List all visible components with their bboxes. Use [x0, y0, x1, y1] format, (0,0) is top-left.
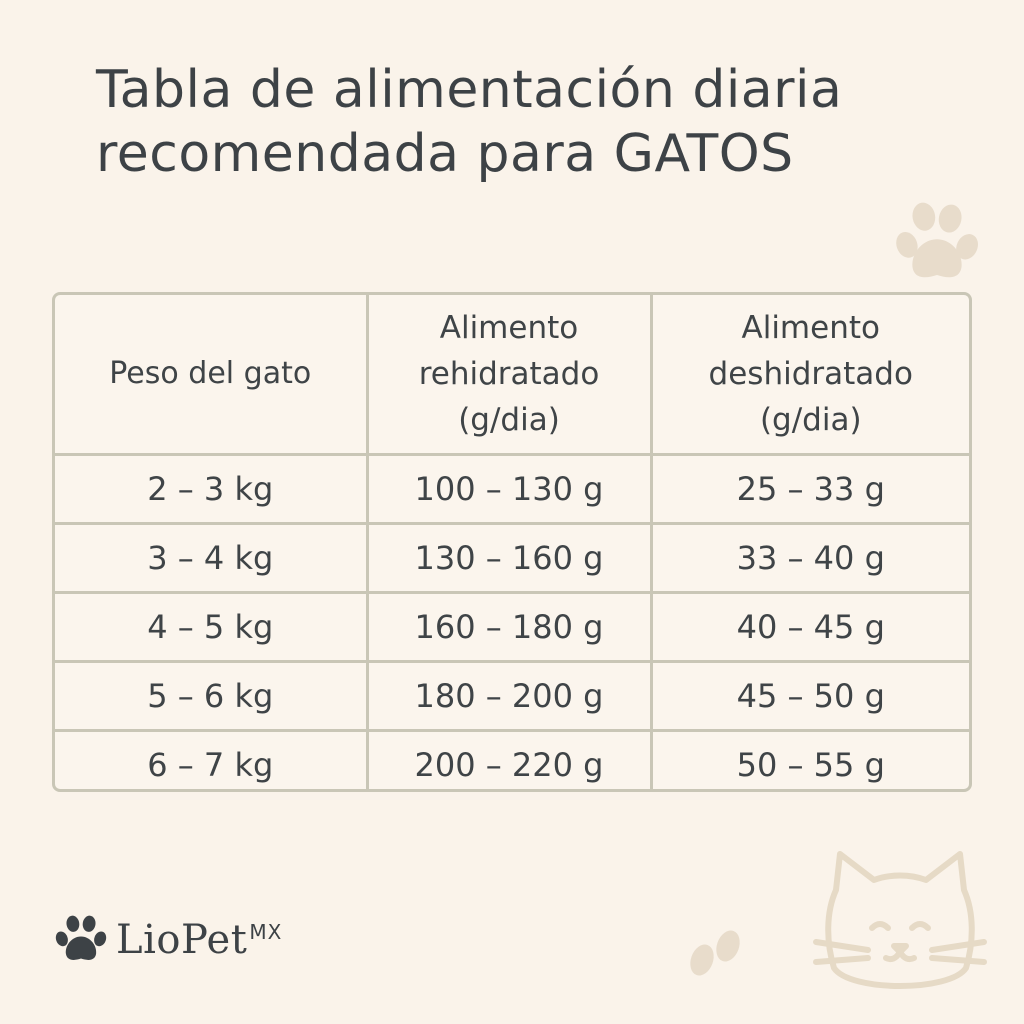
brand-suffix: MX	[249, 920, 283, 944]
cell-rehydrated: 130 – 160 g	[365, 522, 653, 594]
cell-dehydrated: 45 – 50 g	[649, 660, 969, 732]
header-dehydrated: Alimento deshidratado (g/dia)	[649, 295, 969, 456]
cell-weight: 6 – 7 kg	[55, 729, 369, 789]
header-weight: Peso del gato	[55, 295, 369, 456]
cell-dehydrated: 25 – 33 g	[649, 453, 969, 525]
cell-rehydrated: 180 – 200 g	[365, 660, 653, 732]
table-row: 6 – 7 kg 200 – 220 g 50 – 55 g	[55, 729, 969, 789]
title-line-2: recomendada para GATOS	[96, 124, 794, 184]
cell-dehydrated: 50 – 55 g	[649, 729, 969, 789]
paw-icon	[55, 915, 107, 960]
cell-rehydrated: 100 – 130 g	[365, 453, 653, 525]
cell-weight: 2 – 3 kg	[55, 453, 369, 525]
header-rehydrated: Alimento rehidratado (g/dia)	[365, 295, 653, 456]
cell-rehydrated: 160 – 180 g	[365, 591, 653, 663]
table-row: 5 – 6 kg 180 – 200 g 45 – 50 g	[55, 660, 969, 732]
page-title: Tabla de alimentación diaria recomendada…	[96, 58, 976, 186]
paw-icon	[896, 202, 978, 278]
cell-dehydrated: 33 – 40 g	[649, 522, 969, 594]
table-row: 4 – 5 kg 160 – 180 g 40 – 45 g	[55, 591, 969, 663]
cell-weight: 4 – 5 kg	[55, 591, 369, 663]
brand-name: LioPet	[116, 917, 248, 963]
brand-logo: LioPet MX	[52, 910, 282, 970]
cell-weight: 3 – 4 kg	[55, 522, 369, 594]
paw-prints-icon	[690, 930, 740, 976]
table-row: 2 – 3 kg 100 – 130 g 25 – 33 g	[55, 453, 969, 525]
cell-weight: 5 – 6 kg	[55, 660, 369, 732]
cell-rehydrated: 200 – 220 g	[365, 729, 653, 789]
feeding-table: Peso del gato Alimento rehidratado (g/di…	[52, 292, 972, 792]
table-row: 3 – 4 kg 130 – 160 g 33 – 40 g	[55, 522, 969, 594]
cat-face-icon	[813, 851, 987, 989]
cell-dehydrated: 40 – 45 g	[649, 591, 969, 663]
table-header-row: Peso del gato Alimento rehidratado (g/di…	[55, 295, 969, 456]
title-line-1: Tabla de alimentación diaria	[96, 60, 843, 120]
